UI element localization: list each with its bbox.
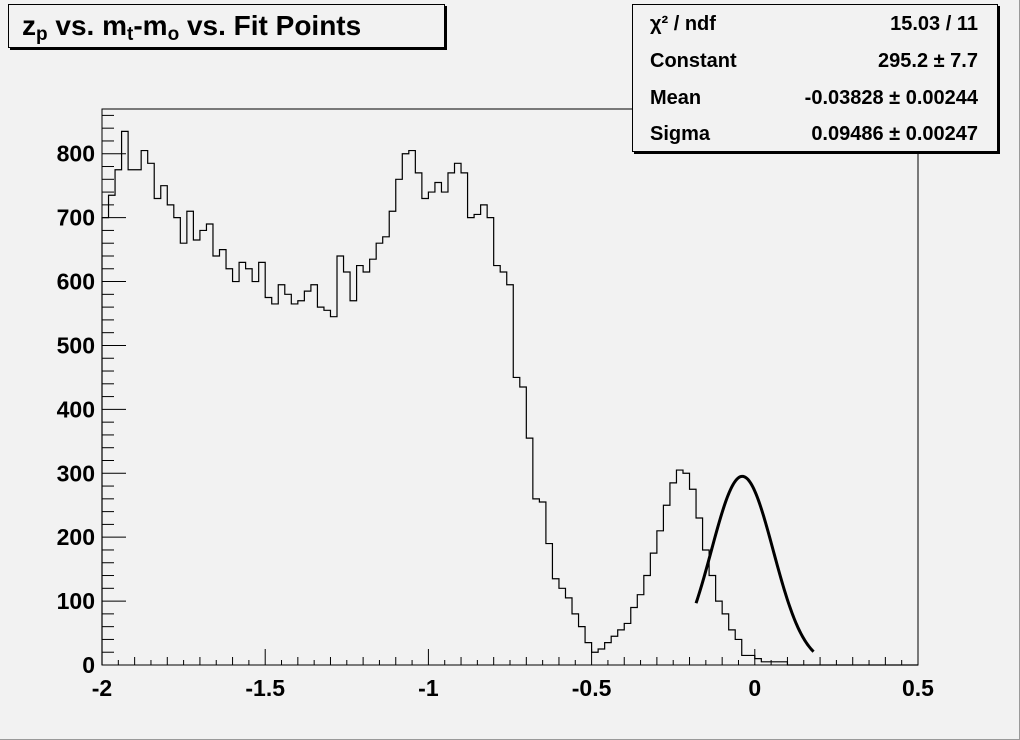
stat-row-chi2: χ² / ndf 15.03 / 11 [633,5,997,41]
stat-value-constant: 295.2 ± 7.7 [878,50,978,72]
x-tick-label: -1 [418,675,439,701]
y-tick-label: 200 [57,524,95,550]
x-tick-label: -1.5 [245,675,285,701]
title-sub-t: t [127,24,134,45]
stat-label-chi2: χ² / ndf [650,13,716,35]
stat-label-sigma: Sigma [650,123,711,145]
title-dash-m: -m [133,10,168,41]
y-tick-label: 600 [57,269,95,295]
y-tick-label: 400 [57,396,95,422]
y-tick-label: 700 [57,205,95,231]
y-tick-label: 800 [57,141,95,167]
gaussian-fit-curve [694,474,815,653]
title-sub-p: p [36,24,48,45]
title-tail: vs. Fit Points [179,10,362,41]
stat-value-sigma: 0.09486 ± 0.00247 [811,123,978,145]
axis-tick-labels: -2 -1.5 -1 -0.5 0 0.5 0 100 200 300 400 500 600 700 80… [57,141,935,701]
title-vs-m: vs. m [47,10,127,41]
x-tick-label: 0.5 [902,675,934,701]
histogram-series [101,130,918,666]
stat-row-constant: Constant 295.2 ± 7.7 [633,42,997,78]
y-tick-label: 300 [57,460,95,486]
title-sub-o: o [167,24,180,45]
stat-label-constant: Constant [650,50,737,72]
y-tick-label: 0 [82,652,95,678]
x-tick-label: 0 [748,675,761,701]
y-tick-label: 500 [57,332,95,358]
stat-value-mean: -0.03828 ± 0.00244 [804,87,978,109]
y-tick-label: 100 [57,588,95,614]
title-z: z [22,10,36,41]
stat-row-mean: Mean -0.03828 ± 0.00244 [633,79,997,115]
fit-stats-box: χ² / ndf 15.03 / 11 Constant 295.2 ± 7.7… [632,4,998,152]
stat-label-mean: Mean [650,87,702,109]
chart-title: zp vs. mt-mo vs. Fit Points [8,4,445,48]
x-tick-label: -2 [92,675,112,701]
stat-value-chi2: 15.03 / 11 [890,13,978,35]
x-tick-label: -0.5 [572,675,612,701]
plot-frame [101,108,919,666]
stat-row-sigma: Sigma 0.09486 ± 0.00247 [633,115,997,151]
